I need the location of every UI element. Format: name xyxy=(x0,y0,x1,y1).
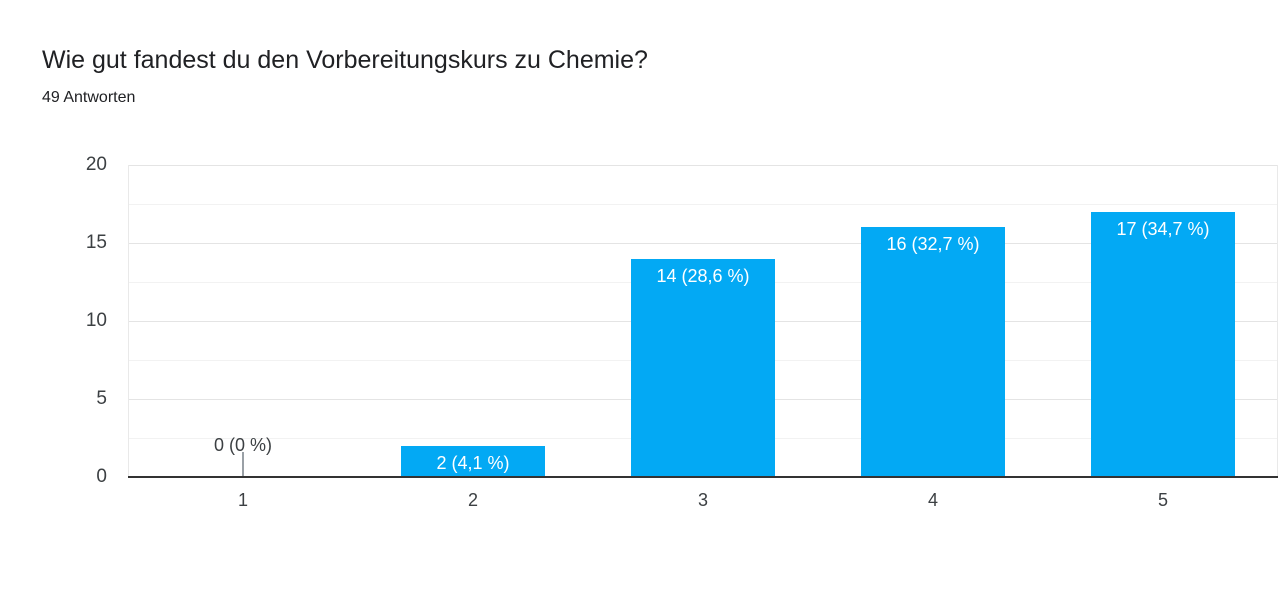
y-axis-tick-label: 0 xyxy=(96,466,107,487)
gridline-major xyxy=(128,243,1278,244)
question-title: Wie gut fandest du den Vorbereitungskurs… xyxy=(42,46,648,74)
response-count: 49 Antworten xyxy=(42,89,136,106)
y-axis-tick-label: 15 xyxy=(85,232,107,253)
bar xyxy=(401,445,545,477)
zero-value-tick xyxy=(242,452,244,476)
bar xyxy=(861,227,1005,477)
x-axis-tick-label: 3 xyxy=(697,490,708,510)
y-axis-tick-label: 5 xyxy=(96,388,107,409)
x-axis-tick-label: 4 xyxy=(927,490,938,510)
bar xyxy=(631,258,775,477)
x-axis-baseline xyxy=(128,476,1278,478)
x-axis-tick-label: 1 xyxy=(237,490,248,510)
bar-value-label: 17 (34,7 %) xyxy=(1116,218,1210,239)
bar xyxy=(1091,211,1235,477)
x-axis-tick-label: 5 xyxy=(1157,490,1168,510)
gridline-major xyxy=(128,165,1278,166)
gridline-minor xyxy=(128,204,1278,205)
bar-value-label: 14 (28,6 %) xyxy=(656,265,750,286)
x-axis-tick-label: 2 xyxy=(467,490,478,510)
bar-value-label: 2 (4,1 %) xyxy=(436,452,510,473)
y-axis-tick-label: 10 xyxy=(85,310,107,331)
plot-right-border xyxy=(1277,165,1278,477)
bar-value-label: 0 (0 %) xyxy=(213,435,273,455)
plot-left-border xyxy=(128,165,129,477)
y-axis-tick-label: 20 xyxy=(85,154,107,175)
bar-value-label: 16 (32,7 %) xyxy=(886,234,980,255)
